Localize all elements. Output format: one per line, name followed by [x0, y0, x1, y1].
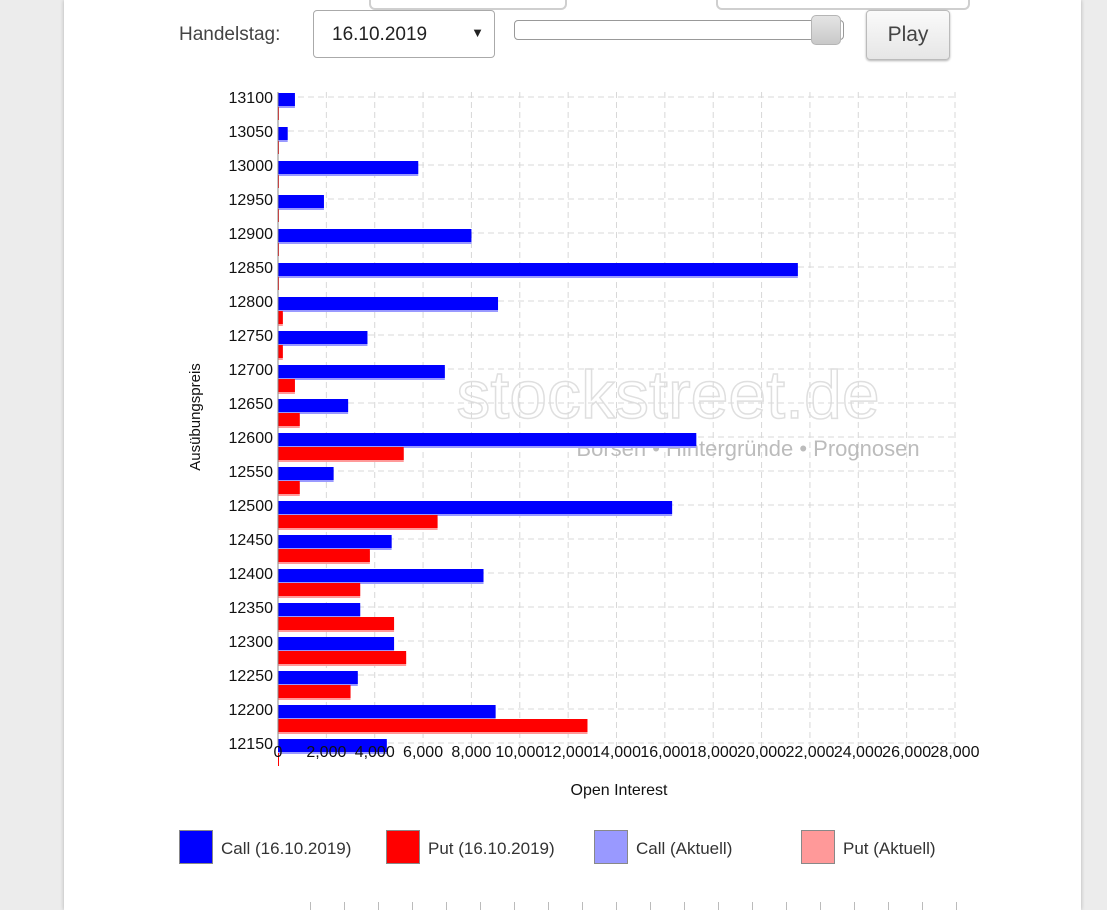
- bar-call-date: [278, 501, 673, 514]
- bar-call-date: [278, 365, 445, 378]
- bar-call-date: [278, 569, 484, 582]
- bar-call-date: [278, 637, 395, 650]
- x-tick-label: 14,000: [592, 744, 641, 761]
- x-tick-label: 4,000: [355, 744, 395, 761]
- x-tick-label: 18,000: [689, 744, 738, 761]
- bar-put-date: [278, 413, 300, 426]
- y-tick-label: 12650: [229, 396, 274, 413]
- x-tick-label: 16,000: [640, 744, 689, 761]
- y-tick-label: 13050: [229, 124, 274, 141]
- y-tick-label: 12950: [229, 192, 274, 209]
- bar-call-date: [278, 433, 697, 446]
- legend-swatch-put-date: [386, 830, 420, 864]
- legend-swatch-call-date: [179, 830, 213, 864]
- x-axis-title: Open Interest: [571, 782, 669, 799]
- bar-call-date: [278, 705, 496, 718]
- bar-put-date: [278, 583, 361, 596]
- top-control-left[interactable]: [369, 0, 567, 10]
- y-tick-label: 12150: [229, 736, 274, 753]
- x-tick-label: 8,000: [451, 744, 491, 761]
- y-tick-label: 12550: [229, 464, 274, 481]
- y-tick-label: 12400: [229, 566, 274, 583]
- content-panel: [64, 0, 1081, 910]
- y-tick-label: 12250: [229, 668, 274, 685]
- bar-put-date: [278, 719, 588, 732]
- date-slider-track[interactable]: [514, 20, 844, 40]
- y-tick-label: 12300: [229, 634, 274, 651]
- bar-call-date: [278, 399, 349, 412]
- dropdown-arrow-icon: ▼: [471, 25, 484, 40]
- y-tick-label: 12700: [229, 362, 274, 379]
- bar-put-date: [278, 481, 300, 494]
- trading-day-select[interactable]: 16.10.2019 ▼: [313, 10, 495, 58]
- bar-call-date: [278, 331, 368, 344]
- y-tick-label: 12200: [229, 702, 274, 719]
- bar-call-date: [278, 739, 387, 752]
- x-tick-label: 0: [274, 744, 283, 761]
- y-tick-label: 13100: [229, 90, 274, 107]
- bar-call-date: [278, 603, 361, 616]
- x-tick-label: 26,000: [882, 744, 931, 761]
- bar-call-date: [278, 671, 358, 684]
- x-tick-label: 20,000: [737, 744, 786, 761]
- legend-label-call-current: Call (Aktuell): [636, 839, 733, 858]
- y-tick-label: 12850: [229, 260, 274, 277]
- y-tick-label: 12750: [229, 328, 274, 345]
- x-tick-label: 28,000: [931, 744, 980, 761]
- trading-day-label: Handelstag:: [179, 24, 281, 45]
- bar-put-date: [278, 345, 283, 358]
- bar-call-date: [278, 297, 499, 310]
- bar-put-date: [278, 311, 283, 324]
- legend-label-call-date: Call (16.10.2019): [221, 839, 352, 858]
- bar-put-date: [278, 651, 407, 664]
- bar-put-date: [278, 685, 351, 698]
- bottom-tick-strip: [310, 902, 970, 910]
- bar-call-date: [278, 127, 288, 140]
- bar-put-date: [278, 379, 295, 392]
- legend-swatch-put-current: [801, 830, 835, 864]
- x-tick-label: 12,000: [544, 744, 593, 761]
- legend-label-put-date: Put (16.10.2019): [428, 839, 555, 858]
- bar-call-date: [278, 93, 295, 106]
- x-tick-label: 10,000: [495, 744, 544, 761]
- y-tick-label: 12800: [229, 294, 274, 311]
- y-tick-label: 12350: [229, 600, 274, 617]
- bar-put-date: [278, 447, 404, 460]
- watermark-brand: stockstreet.de: [456, 357, 879, 433]
- y-tick-label: 12600: [229, 430, 274, 447]
- legend-label-put-current: Put (Aktuell): [843, 839, 936, 858]
- y-tick-label: 13000: [229, 158, 274, 175]
- y-axis-title: Ausübungspreis: [187, 363, 204, 471]
- bar-call-date: [278, 535, 392, 548]
- bar-call-date: [278, 195, 324, 208]
- date-slider-thumb[interactable]: [811, 15, 841, 45]
- play-button[interactable]: Play: [866, 10, 950, 60]
- bar-put-date: [278, 515, 438, 528]
- x-tick-label: 2,000: [306, 744, 346, 761]
- bar-call-date: [278, 229, 472, 242]
- bar-put-date: [278, 549, 370, 562]
- x-tick-label: 24,000: [834, 744, 883, 761]
- x-tick-label: 22,000: [785, 744, 834, 761]
- x-tick-label: 6,000: [403, 744, 443, 761]
- bar-put-date: [278, 617, 395, 630]
- y-tick-label: 12900: [229, 226, 274, 243]
- top-control-right[interactable]: [716, 0, 970, 10]
- bar-call-date: [278, 467, 334, 480]
- legend-swatch-call-current: [594, 830, 628, 864]
- bar-call-date: [278, 161, 419, 174]
- selected-date: 16.10.2019: [332, 24, 428, 45]
- y-tick-label: 12500: [229, 498, 274, 515]
- bar-call-date: [278, 263, 798, 276]
- y-tick-label: 12450: [229, 532, 274, 549]
